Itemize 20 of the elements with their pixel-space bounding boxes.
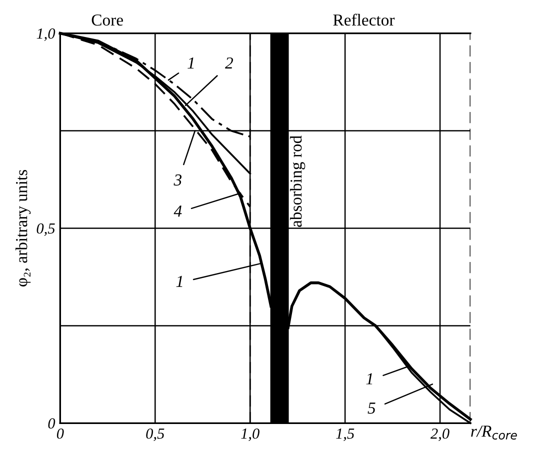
annotation: 1: [188, 57, 194, 68]
x-tick-label: 0,5: [146, 428, 164, 441]
x-tick-label: 2,0: [430, 428, 450, 441]
x-tick-label: 1,0: [241, 428, 260, 441]
text: Reflector: [333, 14, 395, 26]
x-axis-title: r/R$_{core}$: [471, 426, 517, 440]
x-tick-label: 1,5: [336, 428, 354, 441]
y-tick-label: 1,0: [36, 28, 56, 41]
annotation: 1: [366, 373, 372, 384]
annotation: 4: [174, 206, 182, 217]
x-tick-label: 0: [56, 428, 64, 439]
y-axis-title: φ₂, arbitrary units: [15, 170, 31, 286]
band-label: absorbing rod: [290, 136, 306, 227]
annotation: 3: [174, 174, 182, 186]
annotation: 1: [176, 276, 182, 287]
annotation: 5: [368, 402, 376, 414]
y-tick-label: 0: [48, 418, 56, 429]
annotation: 2: [225, 57, 234, 68]
text: Core: [92, 14, 123, 26]
y-tick-label: 0,5: [36, 223, 55, 236]
